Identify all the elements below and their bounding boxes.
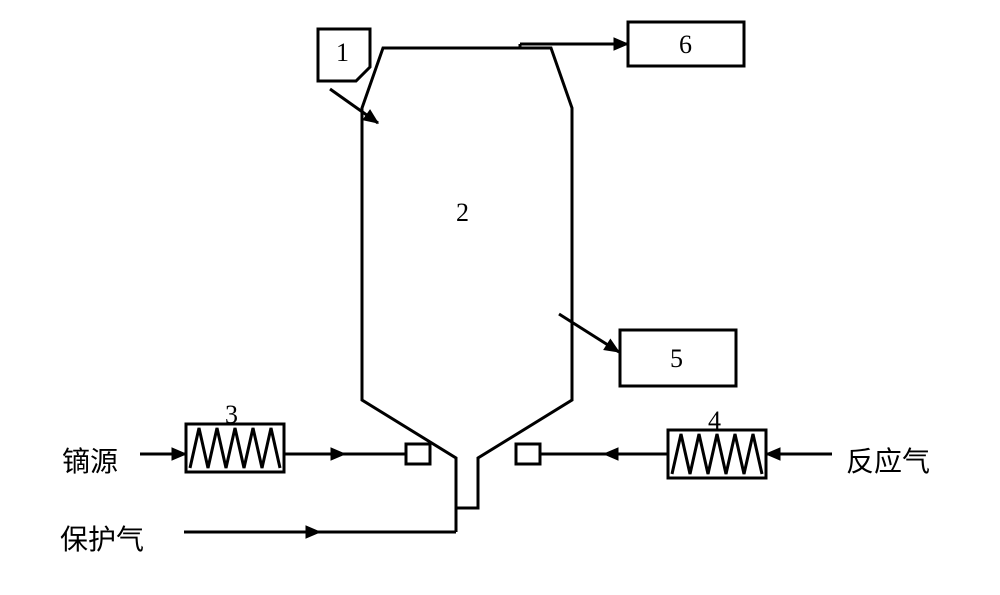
label-shield: 保护气 (60, 518, 144, 558)
diagram-svg (0, 0, 1000, 595)
label-3: 3 (225, 400, 238, 430)
label-5: 5 (670, 344, 683, 374)
label-6: 6 (679, 30, 692, 60)
label-2: 2 (456, 198, 469, 228)
label-source: 镝源 (62, 440, 118, 480)
label-4: 4 (708, 406, 721, 436)
label-react: 反应气 (846, 440, 930, 480)
label-1: 1 (336, 38, 349, 68)
